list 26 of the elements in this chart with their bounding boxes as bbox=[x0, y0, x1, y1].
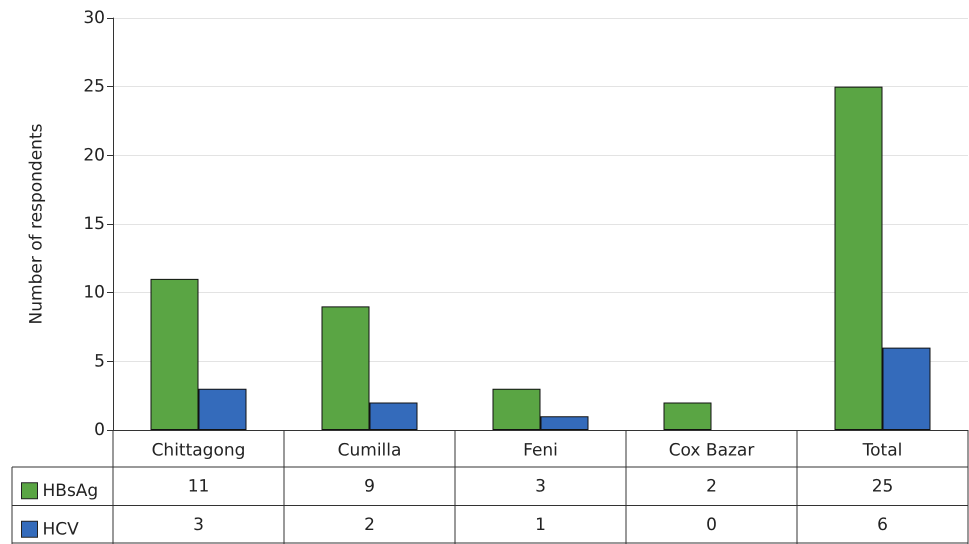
x-tick-label: Total bbox=[862, 440, 902, 460]
data-label: 3 bbox=[193, 514, 204, 535]
data-label: 2 bbox=[364, 514, 375, 535]
x-tick-label: Feni bbox=[523, 440, 558, 460]
y-tick-label: 10 bbox=[83, 282, 105, 303]
x-tick-label: Cox Bazar bbox=[668, 440, 754, 460]
data-label: 2 bbox=[706, 476, 717, 496]
bar bbox=[664, 402, 712, 430]
y-tick-label: 30 bbox=[83, 8, 105, 28]
legend-label: HCV bbox=[42, 519, 80, 540]
y-tick-label: 25 bbox=[83, 76, 105, 97]
legend-label: HBsAg bbox=[42, 480, 98, 501]
data-label: 9 bbox=[364, 476, 375, 496]
data-label: 3 bbox=[535, 476, 546, 496]
y-tick-label: 0 bbox=[94, 420, 105, 440]
y-axis-title: Number of respondents bbox=[26, 123, 46, 324]
x-tick-label: Cumilla bbox=[338, 440, 402, 460]
y-tick-label: 20 bbox=[83, 145, 105, 166]
data-label: 6 bbox=[877, 514, 888, 535]
data-label: 1 bbox=[535, 514, 546, 535]
data-label: 25 bbox=[872, 476, 894, 496]
y-tick-label: 5 bbox=[94, 351, 105, 372]
y-tick-label: 15 bbox=[83, 214, 105, 234]
data-label: 11 bbox=[188, 476, 210, 496]
x-tick-label: Chittagong bbox=[152, 440, 246, 460]
data-label: 0 bbox=[706, 514, 717, 535]
